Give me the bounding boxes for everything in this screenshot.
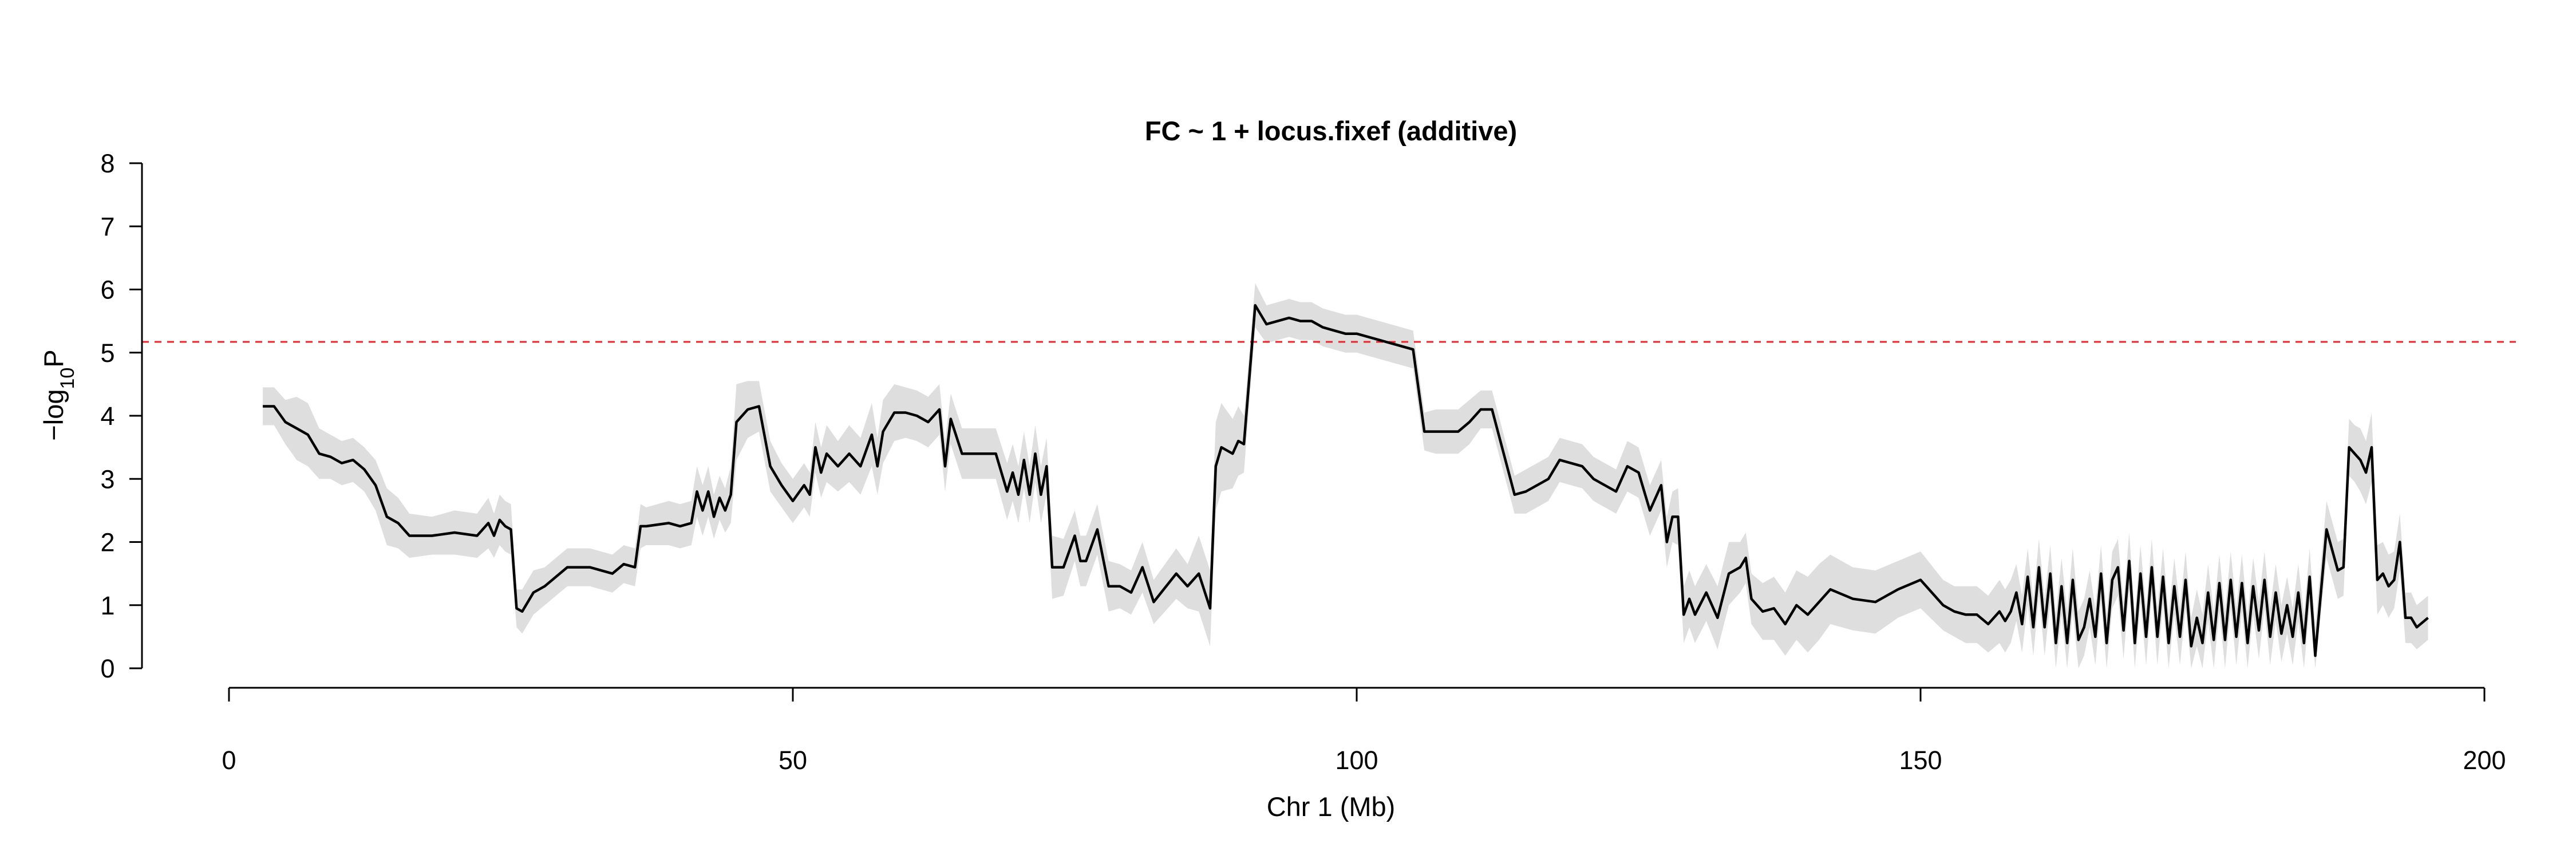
y-tick-label: 6 xyxy=(100,275,114,305)
series-line xyxy=(263,304,2429,657)
y-axis-title-suffix: P xyxy=(38,349,69,367)
y-axis: 0 1 2 3 4 5 6 7 8 xyxy=(100,149,143,683)
confidence-band-group xyxy=(263,283,2428,668)
y-tick-label: 3 xyxy=(100,464,114,494)
x-tick-label: 200 xyxy=(2463,746,2506,775)
x-tick-label: 150 xyxy=(1899,746,1942,775)
x-axis: 0 50 100 150 200 xyxy=(222,687,2506,775)
x-tick-label: 100 xyxy=(1335,746,1378,775)
y-tick-label: 2 xyxy=(100,528,114,557)
y-tick-label: 0 xyxy=(100,654,114,683)
y-axis-title-main: −log xyxy=(38,389,69,441)
y-tick-label: 7 xyxy=(100,212,114,241)
y-tick-label: 1 xyxy=(100,591,114,620)
x-tick-label: 0 xyxy=(222,746,236,775)
y-tick-label: 8 xyxy=(100,149,114,178)
x-tick-label: 50 xyxy=(779,746,807,775)
y-axis-title-subscript: 10 xyxy=(57,368,78,389)
x-axis-title: Chr 1 (Mb) xyxy=(1267,791,1396,822)
y-tick-label: 5 xyxy=(100,338,114,368)
y-axis-title: −log10P xyxy=(38,349,78,440)
y-tick-label: 4 xyxy=(100,401,114,431)
series-group xyxy=(263,304,2429,657)
chart-title: FC ~ 1 + locus.fixef (additive) xyxy=(1145,116,1517,146)
confidence-band xyxy=(263,283,2428,668)
